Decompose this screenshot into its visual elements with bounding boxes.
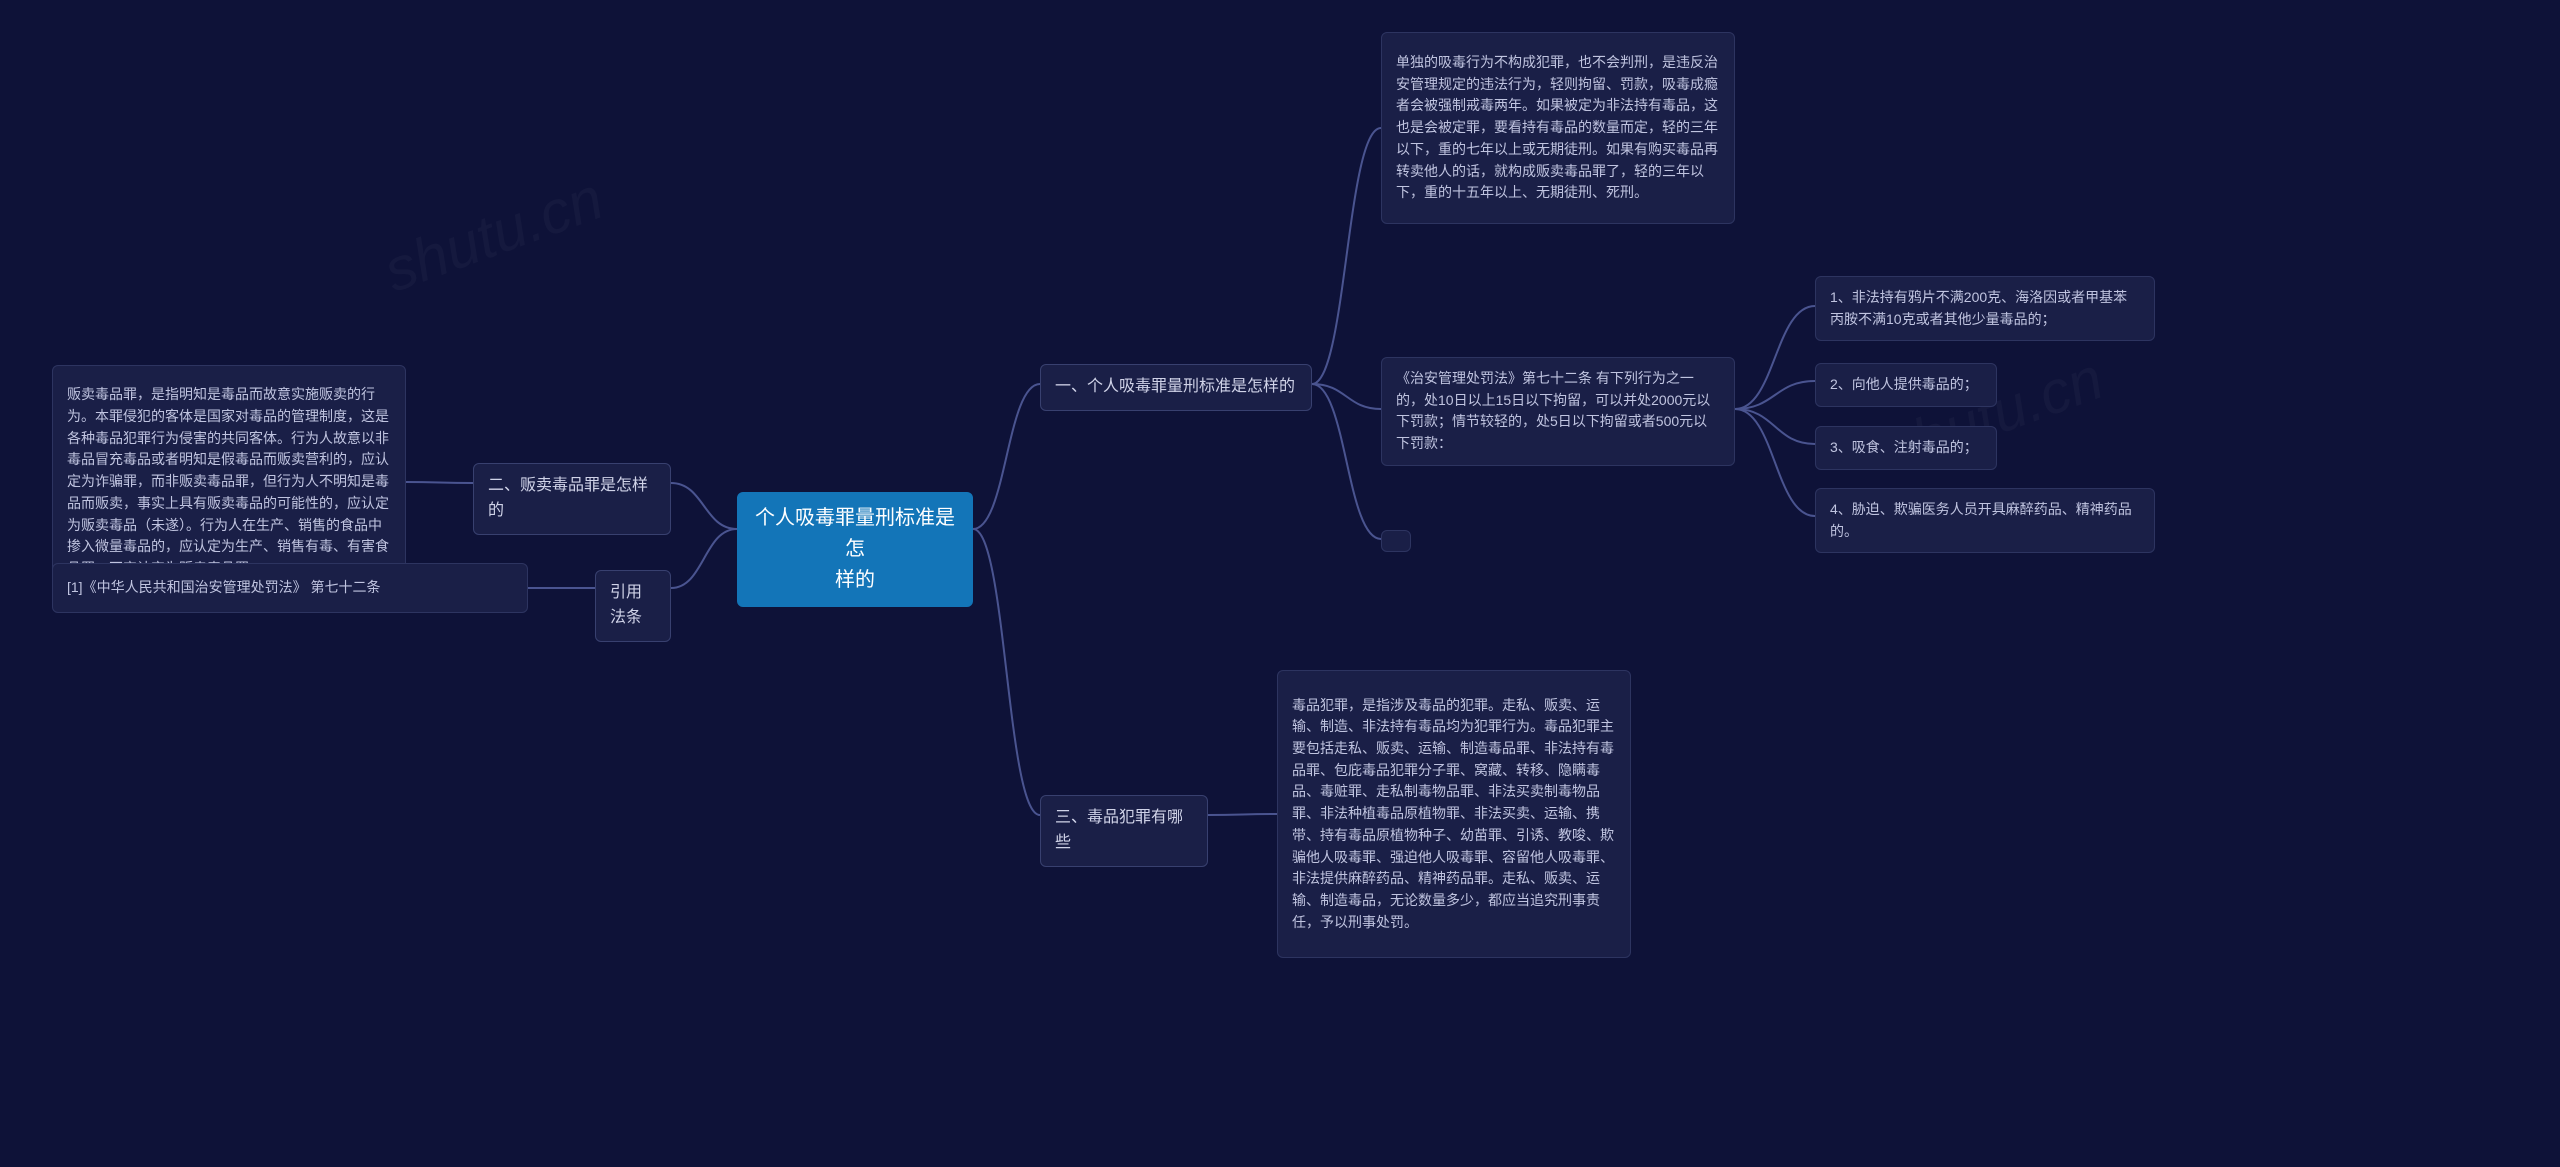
leaf-text: 毒品犯罪，是指涉及毒品的犯罪。走私、贩卖、运输、制造、非法持有毒品均为犯罪行为。… <box>1292 695 1616 934</box>
leaf-text: 4、胁迫、欺骗医务人员开具麻醉药品、精神药品的。 <box>1830 499 2140 542</box>
leaf-text: [1]《中华人民共和国治安管理处罚法》 第七十二条 <box>67 577 380 599</box>
leaf-text: 3、吸食、注射毒品的； <box>1830 437 1978 459</box>
branch-section-1[interactable]: 一、个人吸毒罪量刑标准是怎样的 <box>1040 364 1312 411</box>
leaf-text: 《治安管理处罚法》第七十二条 有下列行为之一的，处10日以上15日以下拘留，可以… <box>1396 368 1720 455</box>
leaf-text: 1、非法持有鸦片不满200克、海洛因或者甲基苯丙胺不满10克或者其他少量毒品的； <box>1830 287 2140 330</box>
branch-citation[interactable]: 引用法条 <box>595 570 671 642</box>
leaf-3a[interactable]: 毒品犯罪，是指涉及毒品的犯罪。走私、贩卖、运输、制造、非法持有毒品均为犯罪行为。… <box>1277 670 1631 958</box>
leaf-1c-empty[interactable] <box>1381 530 1411 552</box>
leaf-1b-2[interactable]: 2、向他人提供毒品的； <box>1815 363 1997 407</box>
branch-label: 引用法条 <box>610 581 656 631</box>
branch-section-2[interactable]: 二、贩卖毒品罪是怎样的 <box>473 463 671 535</box>
leaf-1b-3[interactable]: 3、吸食、注射毒品的； <box>1815 426 1997 470</box>
branch-label: 二、贩卖毒品罪是怎样的 <box>488 474 656 524</box>
watermark: shutu.cn <box>375 163 612 305</box>
root-label: 个人吸毒罪量刑标准是怎样的 <box>752 503 958 596</box>
branch-label: 三、毒品犯罪有哪些 <box>1055 806 1193 856</box>
root-node[interactable]: 个人吸毒罪量刑标准是怎样的 <box>737 492 973 607</box>
leaf-1b-1[interactable]: 1、非法持有鸦片不满200克、海洛因或者甲基苯丙胺不满10克或者其他少量毒品的； <box>1815 276 2155 341</box>
mindmap-canvas: shutu.cn shutu.cn 个人吸毒罪量刑标准是怎样的 一、个人吸毒罪量… <box>0 0 2560 1167</box>
leaf-text: 2、向他人提供毒品的； <box>1830 374 1978 396</box>
leaf-1b-4[interactable]: 4、胁迫、欺骗医务人员开具麻醉药品、精神药品的。 <box>1815 488 2155 553</box>
leaf-text: 单独的吸毒行为不构成犯罪，也不会判刑，是违反治安管理规定的违法行为，轻则拘留、罚… <box>1396 52 1720 204</box>
branch-section-3[interactable]: 三、毒品犯罪有哪些 <box>1040 795 1208 867</box>
leaf-4a[interactable]: [1]《中华人民共和国治安管理处罚法》 第七十二条 <box>52 563 528 613</box>
leaf-1b[interactable]: 《治安管理处罚法》第七十二条 有下列行为之一的，处10日以上15日以下拘留，可以… <box>1381 357 1735 466</box>
leaf-1a[interactable]: 单独的吸毒行为不构成犯罪，也不会判刑，是违反治安管理规定的违法行为，轻则拘留、罚… <box>1381 32 1735 224</box>
leaf-text: 贩卖毒品罪，是指明知是毒品而故意实施贩卖的行为。本罪侵犯的客体是国家对毒品的管理… <box>67 384 391 579</box>
branch-label: 一、个人吸毒罪量刑标准是怎样的 <box>1055 375 1295 400</box>
